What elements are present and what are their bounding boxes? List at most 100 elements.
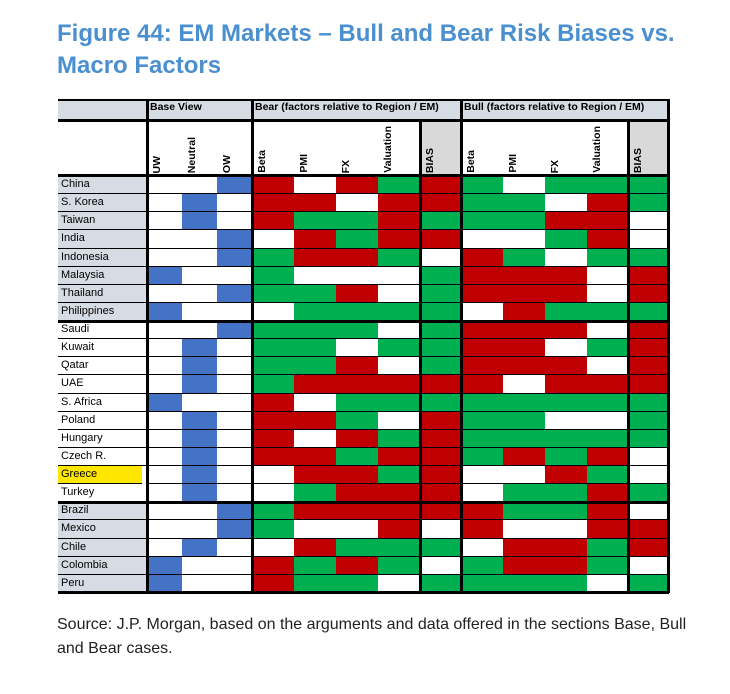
bear-fx-cell	[336, 176, 378, 195]
column-header-bull-pmi: PMI	[503, 120, 545, 176]
bear-beta-cell	[252, 520, 294, 539]
bear-bias-cell	[420, 194, 461, 213]
column-label: Beta	[465, 150, 477, 173]
base-view-cell	[182, 484, 217, 503]
country-label: Chile	[58, 538, 147, 557]
bull-bias-cell	[628, 302, 669, 322]
bear-beta-cell	[252, 556, 294, 575]
bear-fx-cell	[336, 520, 378, 539]
column-label: BIAS	[632, 147, 644, 173]
group-header: Bull (factors relative to Region / EM)	[461, 99, 669, 120]
bull-beta-cell	[461, 266, 503, 285]
column-header-bull-valuation: Valuation	[587, 120, 628, 176]
bull-bias-cell	[628, 284, 669, 303]
bull-bias-cell	[628, 194, 669, 213]
base-view-cell	[182, 411, 217, 430]
bear-pmi-cell	[294, 411, 336, 430]
base-view-cell	[217, 302, 252, 322]
bull-beta-cell	[461, 502, 503, 521]
bear-valuation-cell	[378, 230, 420, 249]
bear-pmi-cell	[294, 502, 336, 521]
bull-beta-cell	[461, 357, 503, 376]
bull-beta-cell	[461, 212, 503, 231]
bull-pmi-cell	[503, 502, 545, 521]
bull-beta-cell	[461, 556, 503, 575]
base-view-cell	[182, 339, 217, 358]
header-blank	[58, 99, 147, 120]
base-view-cell	[147, 212, 182, 231]
bear-pmi-cell	[294, 375, 336, 394]
column-label: FX	[340, 159, 352, 173]
bull-beta-cell	[461, 321, 503, 340]
bear-fx-cell	[336, 447, 378, 467]
bear-bias-cell	[420, 248, 461, 267]
bear-fx-cell	[336, 339, 378, 358]
bull-valuation-cell	[587, 176, 628, 195]
base-view-cell	[182, 429, 217, 448]
bear-bias-cell	[420, 375, 461, 394]
bear-pmi-cell	[294, 302, 336, 322]
bear-bias-cell	[420, 466, 461, 485]
bear-bias-cell	[420, 429, 461, 448]
base-view-cell	[217, 484, 252, 503]
bull-fx-cell	[545, 520, 587, 539]
bias-table: Base View Bear (factors relative to Regio…	[58, 99, 670, 594]
column-header-base-ow: OW	[217, 120, 252, 176]
bear-valuation-cell	[378, 447, 420, 467]
country-label: S. Korea	[58, 194, 147, 213]
bear-bias-cell	[420, 302, 461, 322]
bull-bias-cell	[628, 502, 669, 521]
bear-pmi-cell	[294, 248, 336, 267]
bull-fx-cell	[545, 466, 587, 485]
bear-fx-cell	[336, 321, 378, 340]
bull-bias-cell	[628, 375, 669, 394]
bear-valuation-cell	[378, 484, 420, 503]
bear-fx-cell	[336, 466, 378, 485]
bear-fx-cell	[336, 375, 378, 394]
bull-pmi-cell	[503, 466, 545, 485]
bear-beta-cell	[252, 302, 294, 322]
bear-beta-cell	[252, 429, 294, 448]
column-label: PMI	[298, 154, 310, 173]
bear-bias-cell	[420, 321, 461, 340]
bear-bias-cell	[420, 176, 461, 195]
base-view-cell	[147, 339, 182, 358]
bear-beta-cell	[252, 176, 294, 195]
bear-pmi-cell	[294, 520, 336, 539]
base-view-cell	[147, 266, 182, 285]
base-view-cell	[217, 447, 252, 467]
country-label: Qatar	[58, 357, 147, 376]
bull-bias-cell	[628, 520, 669, 539]
base-view-cell	[217, 230, 252, 249]
bear-valuation-cell	[378, 411, 420, 430]
bull-valuation-cell	[587, 248, 628, 267]
base-view-cell	[147, 375, 182, 394]
bear-valuation-cell	[378, 212, 420, 231]
bear-valuation-cell	[378, 302, 420, 322]
country-label: Poland	[58, 411, 147, 430]
bear-bias-cell	[420, 284, 461, 303]
bull-pmi-cell	[503, 302, 545, 322]
bull-fx-cell	[545, 538, 587, 557]
bull-pmi-cell	[503, 393, 545, 412]
bear-fx-cell	[336, 393, 378, 412]
bear-bias-cell	[420, 520, 461, 539]
base-view-cell	[217, 393, 252, 412]
bear-fx-cell	[336, 502, 378, 521]
base-view-cell	[182, 212, 217, 231]
bull-beta-cell	[461, 447, 503, 467]
column-label: Valuation	[382, 126, 394, 173]
bear-bias-cell	[420, 230, 461, 249]
base-view-cell	[182, 447, 217, 467]
bull-beta-cell	[461, 538, 503, 557]
bear-beta-cell	[252, 447, 294, 467]
bull-bias-cell	[628, 447, 669, 467]
bull-valuation-cell	[587, 284, 628, 303]
grid-line	[667, 99, 670, 593]
base-view-cell	[182, 357, 217, 376]
bear-fx-cell	[336, 484, 378, 503]
column-header-base-uw: UW	[147, 120, 182, 176]
bull-fx-cell	[545, 556, 587, 575]
bear-pmi-cell	[294, 357, 336, 376]
bear-pmi-cell	[294, 321, 336, 340]
